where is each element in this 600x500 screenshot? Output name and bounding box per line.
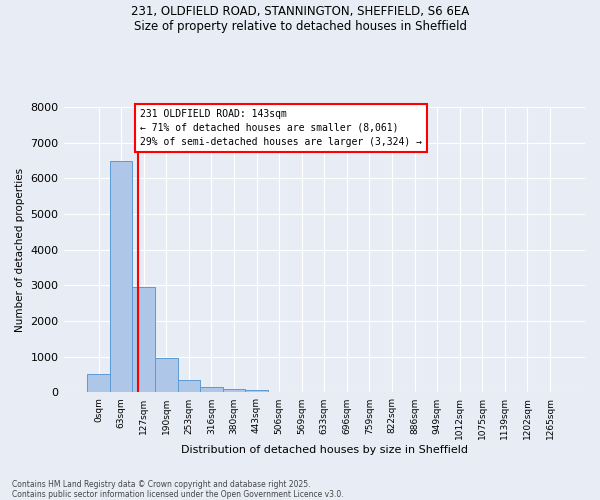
Bar — [245, 390, 268, 392]
Bar — [87, 374, 110, 392]
X-axis label: Distribution of detached houses by size in Sheffield: Distribution of detached houses by size … — [181, 445, 468, 455]
Text: Contains HM Land Registry data © Crown copyright and database right 2025.
Contai: Contains HM Land Registry data © Crown c… — [12, 480, 344, 499]
Text: 231, OLDFIELD ROAD, STANNINGTON, SHEFFIELD, S6 6EA
Size of property relative to : 231, OLDFIELD ROAD, STANNINGTON, SHEFFIE… — [131, 5, 469, 33]
Bar — [223, 389, 245, 392]
Text: 231 OLDFIELD ROAD: 143sqm
← 71% of detached houses are smaller (8,061)
29% of se: 231 OLDFIELD ROAD: 143sqm ← 71% of detac… — [140, 109, 422, 147]
Bar — [110, 160, 133, 392]
Bar — [133, 287, 155, 393]
Y-axis label: Number of detached properties: Number of detached properties — [15, 168, 25, 332]
Bar — [155, 358, 178, 392]
Bar — [200, 387, 223, 392]
Bar — [178, 380, 200, 392]
